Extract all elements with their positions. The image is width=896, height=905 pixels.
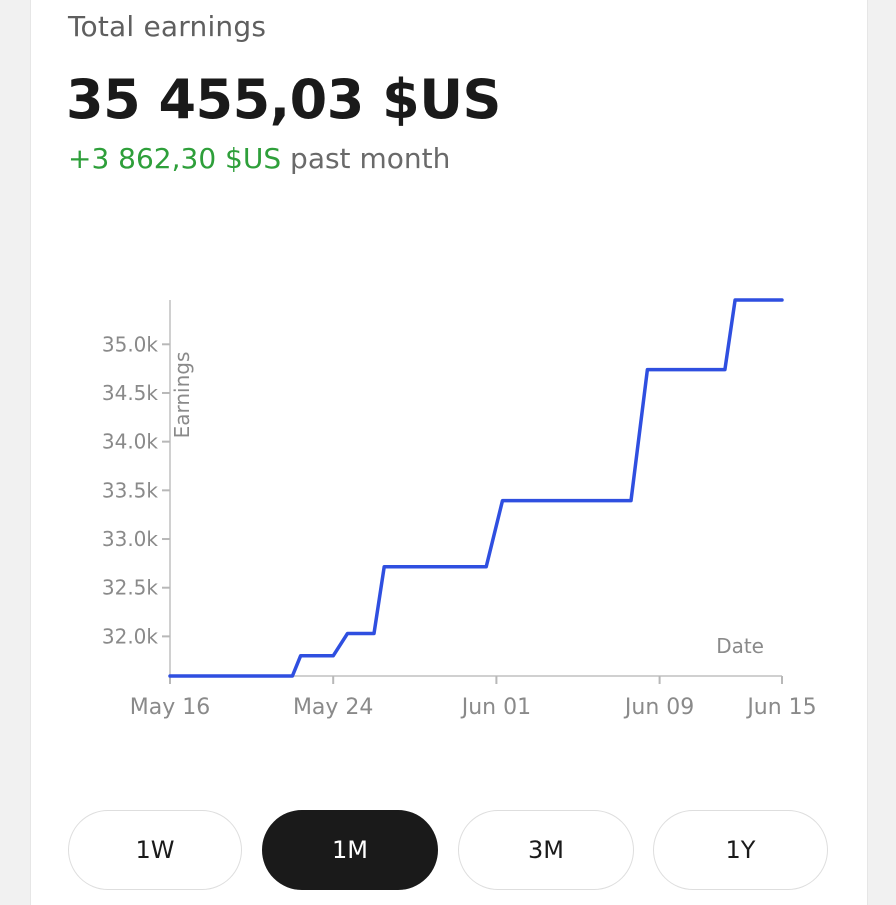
y-tick-label: 33.5k	[102, 478, 159, 502]
y-axis-label: Earnings	[170, 352, 194, 439]
x-tick-label: Jun 09	[623, 695, 694, 720]
change-amount: +3 862,30 $US	[68, 142, 282, 175]
range-button-3m[interactable]: 3M	[458, 810, 634, 890]
card-title: Total earnings	[68, 10, 267, 43]
y-tick-label: 32.0k	[102, 624, 159, 648]
x-axis-label: Date	[716, 634, 764, 658]
change-period: past month	[281, 142, 451, 175]
y-tick-label: 34.0k	[102, 430, 159, 454]
earnings-series-line	[168, 298, 784, 678]
range-button-1w[interactable]: 1W	[68, 810, 242, 890]
y-tick-label: 35.0k	[102, 332, 159, 356]
range-button-1y[interactable]: 1Y	[653, 810, 828, 890]
earnings-change: +3 862,30 $US past month	[68, 142, 450, 175]
y-tick-label: 32.5k	[102, 576, 159, 600]
total-earnings-value: 35 455,03 $US	[66, 68, 501, 131]
range-button-1m[interactable]: 1M	[262, 810, 438, 890]
y-tick-label: 34.5k	[102, 381, 159, 405]
x-tick-label: May 16	[130, 695, 210, 720]
y-tick-label: 33.0k	[102, 527, 159, 551]
x-tick-label: May 24	[293, 695, 373, 720]
x-tick-label: Jun 15	[745, 695, 816, 720]
x-tick-label: Jun 01	[460, 695, 531, 720]
